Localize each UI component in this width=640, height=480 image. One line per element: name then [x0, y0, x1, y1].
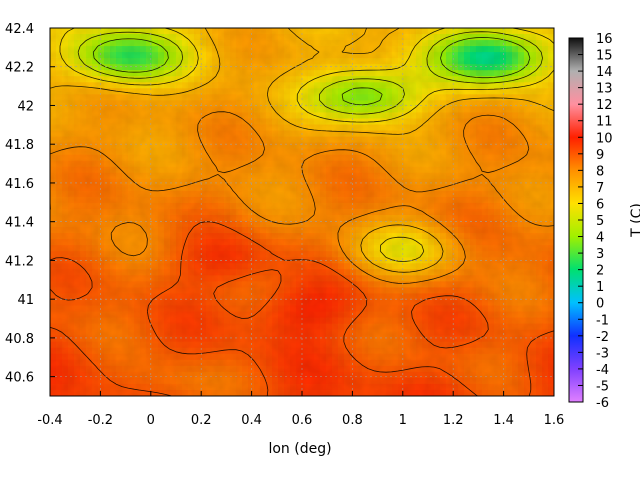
plot-area [49, 27, 555, 397]
